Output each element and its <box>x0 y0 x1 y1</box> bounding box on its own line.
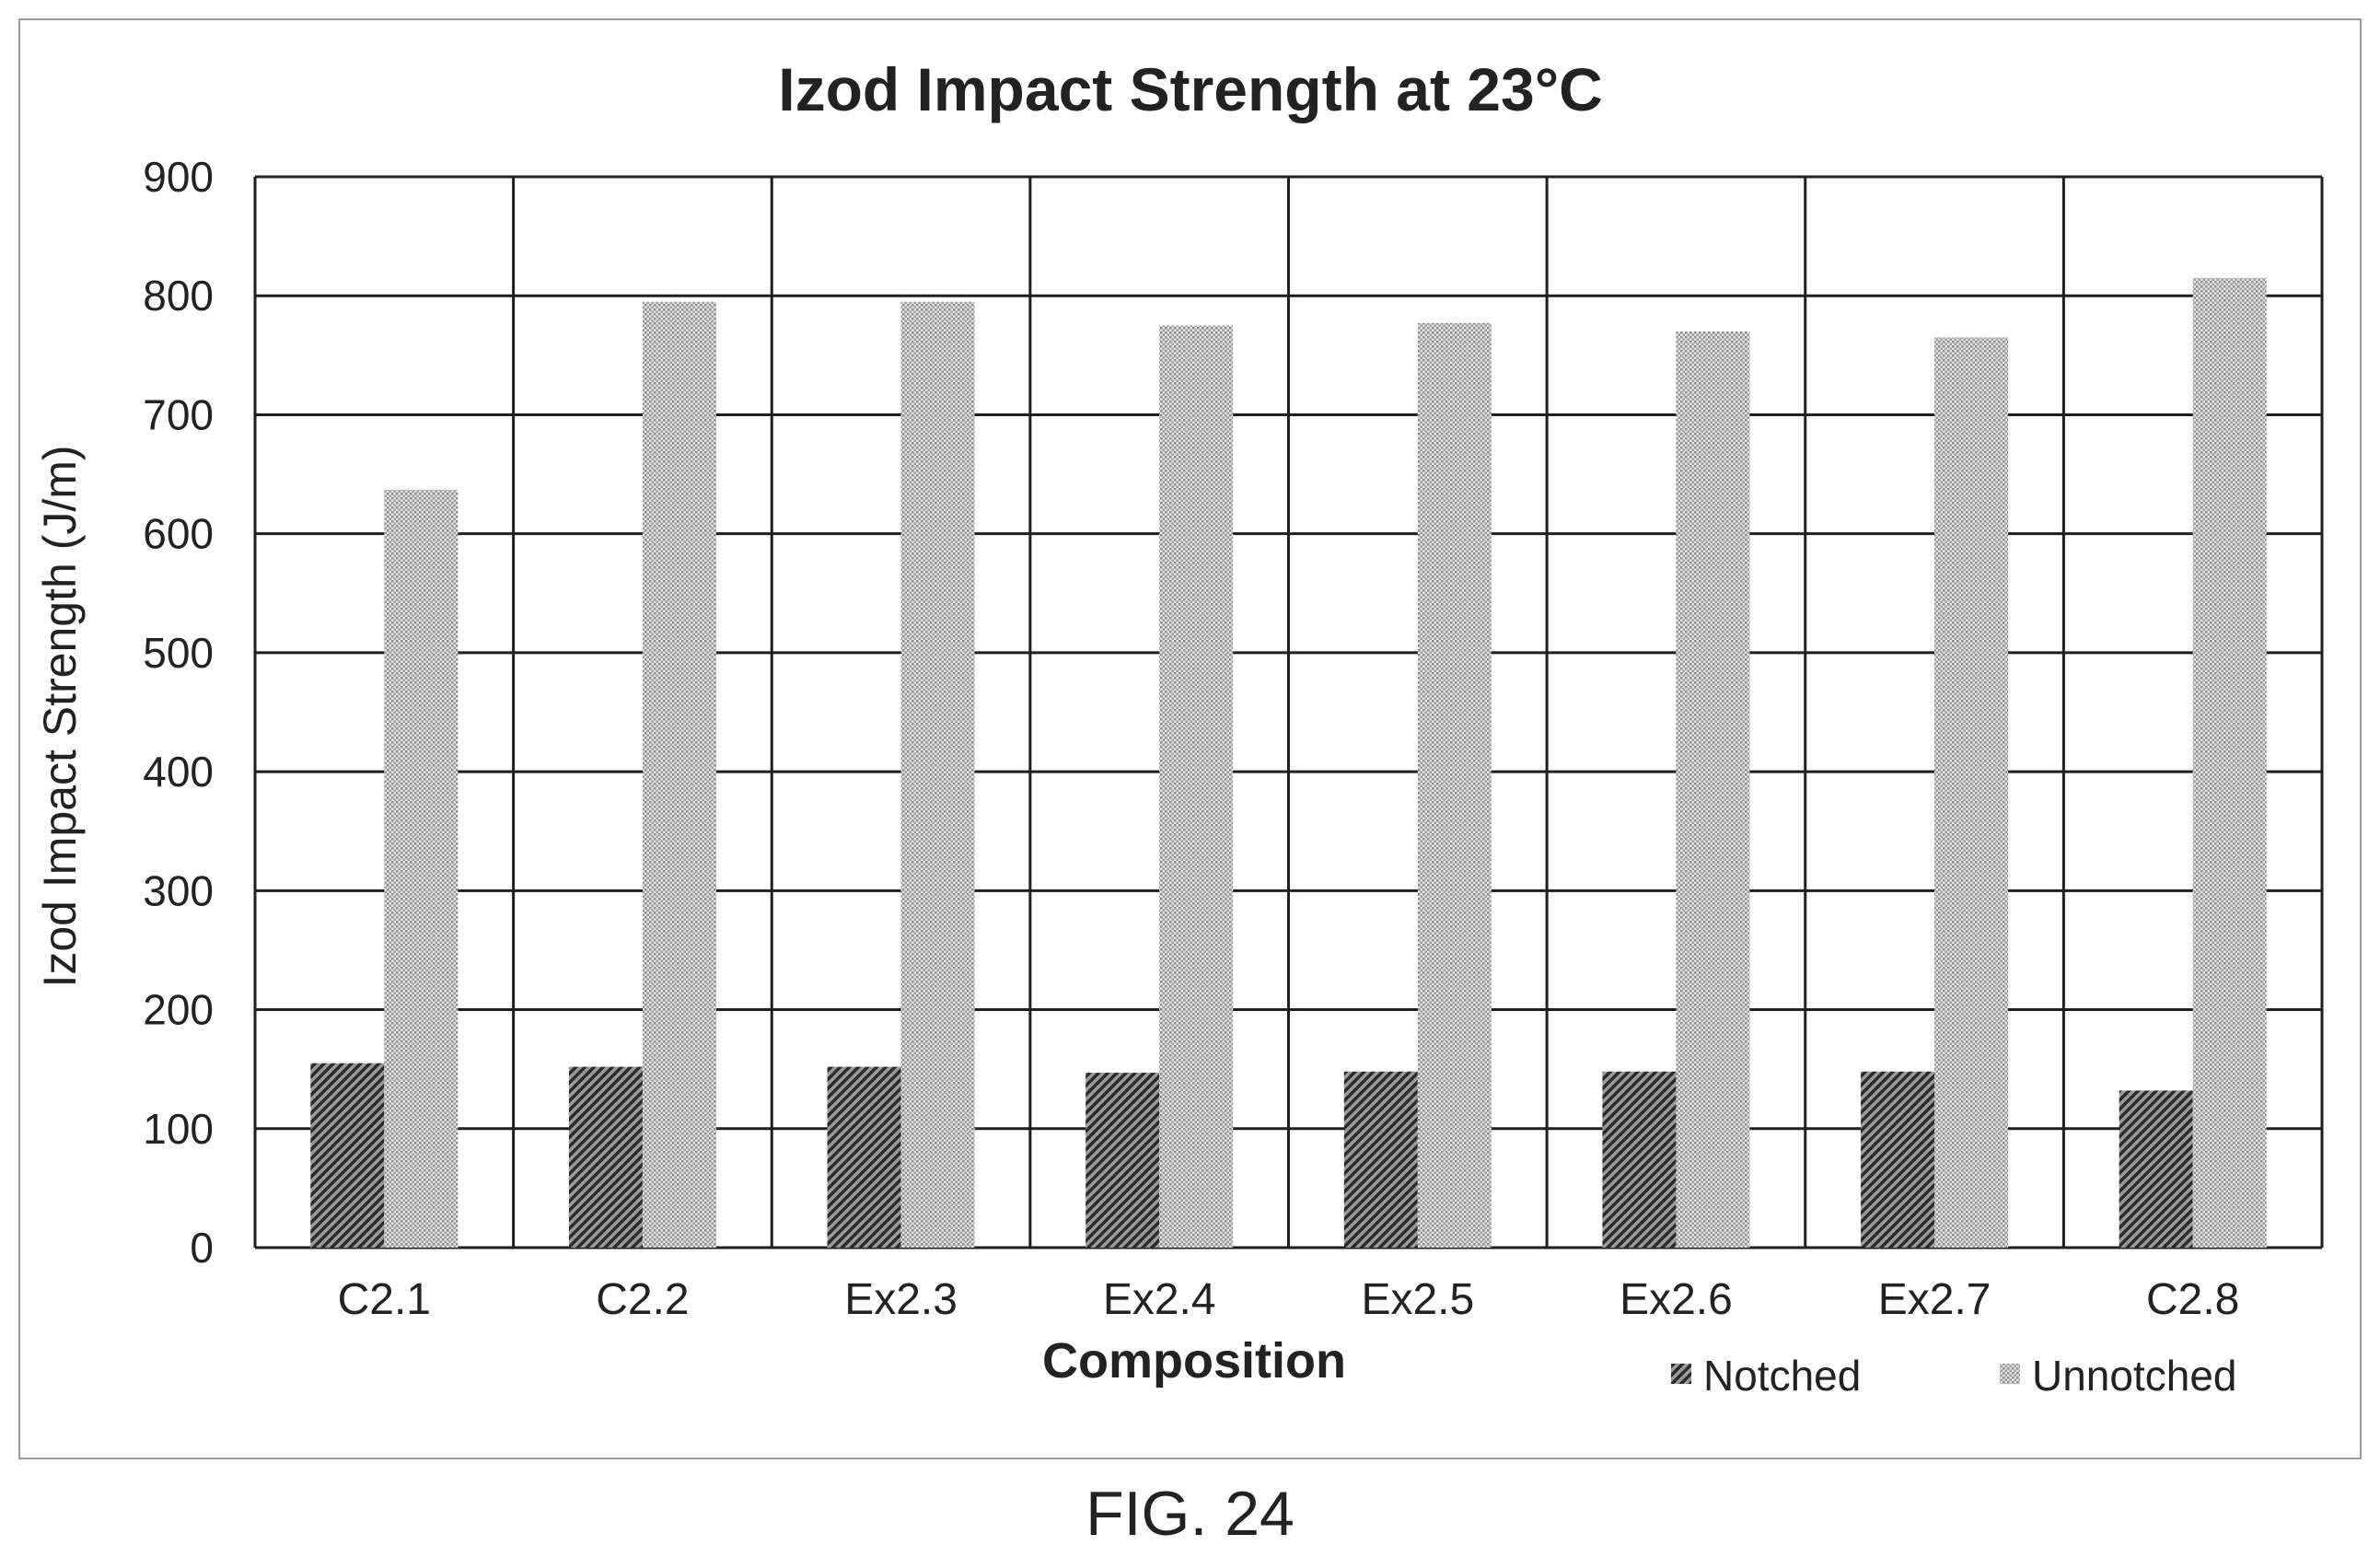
y-tick-label: 600 <box>143 510 214 558</box>
bar-notched-ex2-6 <box>1602 1071 1677 1248</box>
bar-notched-ex2-4 <box>1086 1073 1160 1248</box>
plot-grid <box>253 175 2324 1249</box>
bar-notched-ex2-3 <box>827 1066 901 1248</box>
bar-notched-ex2-7 <box>1861 1071 1935 1248</box>
bar-notched-c2-1 <box>310 1063 385 1248</box>
x-tick-label: Ex2.7 <box>1878 1275 1991 1324</box>
y-tick-label: 900 <box>143 153 214 201</box>
y-tick-label: 100 <box>143 1105 214 1153</box>
bar-notched-c2-8 <box>2119 1090 2193 1248</box>
y-tick-label: 0 <box>190 1224 214 1272</box>
x-axis-label: Composition <box>1042 1333 1346 1389</box>
y-axis-ticks: 0 100 200 300 400 500 600 700 800 900 <box>143 153 214 1272</box>
bar-unnotched-c2-8 <box>2192 277 2267 1249</box>
figure-label: FIG. 24 <box>1086 1479 1294 1549</box>
x-tick-label: Ex2.5 <box>1361 1275 1474 1324</box>
x-tick-label: C2.8 <box>2146 1275 2239 1324</box>
x-tick-label: C2.2 <box>596 1275 689 1324</box>
y-tick-label: 300 <box>143 866 214 914</box>
x-tick-label: Ex2.3 <box>844 1275 958 1324</box>
y-tick-label: 800 <box>143 272 214 320</box>
bar-unnotched-c2-1 <box>384 489 459 1248</box>
x-tick-label: Ex2.6 <box>1620 1275 1733 1324</box>
legend-label-notched: Notched <box>1703 1352 1861 1400</box>
legend-label-unnotched: Unnotched <box>2032 1352 2237 1400</box>
bar-notched-ex2-5 <box>1343 1071 1418 1248</box>
y-tick-label: 700 <box>143 390 214 438</box>
bars <box>310 277 2267 1249</box>
legend-swatch-notched <box>1671 1364 1691 1384</box>
x-tick-label: C2.1 <box>338 1275 431 1324</box>
bar-unnotched-ex2-6 <box>1676 331 1750 1248</box>
x-tick-label: Ex2.4 <box>1103 1275 1216 1324</box>
x-axis-ticks: C2.1 C2.2 Ex2.3 Ex2.4 Ex2.5 Ex2.6 Ex2.7 C2.8 <box>338 1275 2240 1324</box>
y-tick-label: 500 <box>143 629 214 677</box>
bar-notched-c2-2 <box>568 1066 643 1248</box>
bar-unnotched-ex2-5 <box>1417 322 1492 1248</box>
y-tick-label: 200 <box>143 986 214 1034</box>
bar-unnotched-ex2-7 <box>1934 337 2009 1248</box>
y-axis-label: Izod Impact Strength (J/m) <box>34 445 86 987</box>
chart-title: Izod Impact Strength at 23°C <box>778 55 1603 123</box>
y-tick-label: 400 <box>143 748 214 796</box>
bar-unnotched-c2-2 <box>642 301 716 1248</box>
bar-unnotched-ex2-3 <box>900 301 975 1248</box>
legend: Notched Unnotched <box>1671 1352 2237 1400</box>
chart-frame <box>18 18 2362 1459</box>
bar-unnotched-ex2-4 <box>1159 325 1234 1248</box>
legend-swatch-unnotched <box>2000 1364 2020 1384</box>
